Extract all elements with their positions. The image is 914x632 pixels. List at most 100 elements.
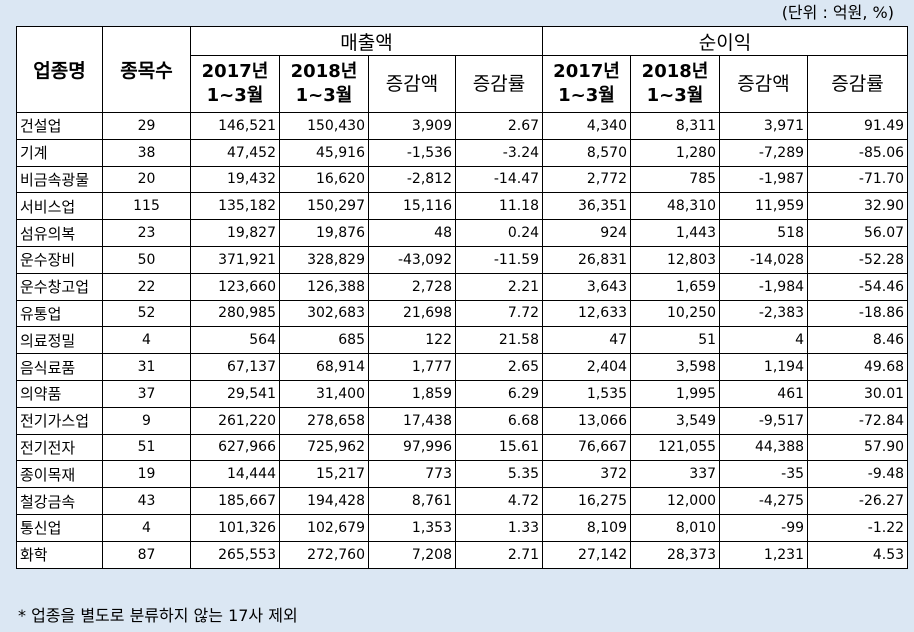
cell-pr: 56.07 (807, 219, 909, 247)
cell-s18: 685 (279, 326, 369, 355)
cell-p17: 47 (542, 326, 632, 355)
cell-pr: -18.86 (807, 299, 909, 328)
cell-p17: 27,142 (542, 540, 632, 569)
cell-count: 20 (102, 165, 191, 194)
cell-sr: -14.47 (454, 165, 544, 194)
cell-name: 전기가스업 (16, 406, 103, 435)
cell-sd: -2,812 (368, 165, 456, 194)
cell-s18: 272,760 (279, 540, 369, 569)
cell-pr: 30.01 (807, 379, 909, 408)
cell-sd: 122 (368, 326, 456, 355)
cell-pr: -71.70 (807, 165, 909, 194)
cell-s17: 14,444 (190, 460, 280, 489)
header-profit-change-amount: 증감액 (719, 55, 809, 113)
table-row: 전기전자 51 627,966 725,962 97,996 15.61 76,667 121… (16, 433, 909, 462)
cell-s18: 102,679 (279, 513, 369, 542)
table-row: 유통업 52 280,985 302,683 21,698 7.72 12,633 10,25… (16, 299, 909, 328)
table-row: 화학 87 265,553 272,760 7,208 2.71 27,142 28,373 1… (16, 540, 909, 569)
cell-pd: 518 (719, 219, 809, 247)
cell-sr: 2.21 (454, 272, 544, 301)
cell-sr: 2.65 (454, 353, 544, 381)
cell-p18: 28,373 (630, 540, 721, 569)
cell-p18: 3,549 (630, 406, 721, 435)
industry-table: 업종명 종목수 매출액 순이익 2017년 1~3월 2018년 1~3월 증감액 … (16, 26, 909, 569)
cell-p18: 1,443 (630, 219, 721, 247)
cell-name: 의약품 (16, 379, 103, 408)
cell-sd: 7,208 (368, 540, 456, 569)
header-profit-2017: 2017년 1~3월 (542, 55, 632, 113)
cell-p18: 8,311 (630, 112, 721, 140)
cell-sd: 97,996 (368, 433, 456, 462)
table-row: 기계 38 47,452 45,916 -1,536 -3.24 8,570 1,280 -7,… (16, 138, 909, 167)
cell-sr: 2.67 (454, 112, 544, 140)
cell-pd: 461 (719, 379, 809, 408)
cell-name: 서비스업 (16, 192, 103, 221)
cell-s18: 302,683 (279, 299, 369, 328)
table-row: 음식료품 31 67,137 68,914 1,777 2.65 2,404 3,598 1,1… (16, 353, 909, 381)
cell-s17: 261,220 (190, 406, 280, 435)
cell-count: 31 (102, 353, 191, 381)
cell-count: 29 (102, 112, 191, 140)
cell-sr: 5.35 (454, 460, 544, 489)
table-row: 통신업 4 101,326 102,679 1,353 1.33 8,109 8,010 -99… (16, 513, 909, 542)
cell-count: 87 (102, 540, 191, 569)
cell-sr: 4.72 (454, 487, 544, 515)
cell-sr: 15.61 (454, 433, 544, 462)
cell-sd: 17,438 (368, 406, 456, 435)
cell-count: 115 (102, 192, 191, 221)
cell-s17: 123,660 (190, 272, 280, 301)
cell-name: 전기전자 (16, 433, 103, 462)
table-row: 의료정밀 4 564 685 122 21.58 47 51 4 8.46 (16, 326, 909, 355)
header-profit-2018: 2018년 1~3월 (630, 55, 721, 113)
cell-pd: -14,028 (719, 245, 809, 274)
cell-s18: 31,400 (279, 379, 369, 408)
cell-p17: 8,109 (542, 513, 632, 542)
cell-p17: 2,404 (542, 353, 632, 381)
table-row: 건설업 29 146,521 150,430 3,909 2.67 4,340 8,311 3,… (16, 112, 909, 140)
cell-p17: 8,570 (542, 138, 632, 167)
cell-sr: 1.33 (454, 513, 544, 542)
cell-name: 종이목재 (16, 460, 103, 489)
cell-s18: 68,914 (279, 353, 369, 381)
cell-sd: 21,698 (368, 299, 456, 328)
cell-count: 51 (102, 433, 191, 462)
cell-pd: 4 (719, 326, 809, 355)
cell-name: 유통업 (16, 299, 103, 328)
cell-sd: -1,536 (368, 138, 456, 167)
cell-count: 4 (102, 513, 191, 542)
cell-pd: -2,383 (719, 299, 809, 328)
cell-p18: 1,280 (630, 138, 721, 167)
cell-p17: 2,772 (542, 165, 632, 194)
table-row: 의약품 37 29,541 31,400 1,859 6.29 1,535 1,995 461 3… (16, 379, 909, 408)
cell-count: 50 (102, 245, 191, 274)
header-industry: 업종명 (16, 26, 103, 113)
cell-s17: 146,521 (190, 112, 280, 140)
cell-sr: 6.29 (454, 379, 544, 408)
cell-s18: 126,388 (279, 272, 369, 301)
cell-count: 9 (102, 406, 191, 435)
table-row: 서비스업 115 135,182 150,297 15,116 11.18 36,351 48… (16, 192, 909, 221)
cell-name: 음식료품 (16, 353, 103, 381)
cell-name: 건설업 (16, 112, 103, 140)
cell-pd: 3,971 (719, 112, 809, 140)
cell-name: 비금속광물 (16, 165, 103, 194)
cell-count: 37 (102, 379, 191, 408)
cell-p18: 121,055 (630, 433, 721, 462)
cell-pr: -54.46 (807, 272, 909, 301)
cell-p17: 924 (542, 219, 632, 247)
cell-p18: 1,659 (630, 272, 721, 301)
table-row: 철강금속 43 185,667 194,428 8,761 4.72 16,275 12,00… (16, 487, 909, 515)
cell-sr: 0.24 (454, 219, 544, 247)
cell-sd: 1,777 (368, 353, 456, 381)
cell-p18: 51 (630, 326, 721, 355)
cell-sr: 2.71 (454, 540, 544, 569)
cell-name: 섬유의복 (16, 219, 103, 247)
cell-pd: 1,231 (719, 540, 809, 569)
cell-sd: 48 (368, 219, 456, 247)
cell-count: 22 (102, 272, 191, 301)
cell-name: 화학 (16, 540, 103, 569)
cell-s18: 725,962 (279, 433, 369, 462)
cell-s17: 19,827 (190, 219, 280, 247)
cell-name: 통신업 (16, 513, 103, 542)
table-row: 운수창고업 22 123,660 126,388 2,728 2.21 3,643 1,659… (16, 272, 909, 301)
